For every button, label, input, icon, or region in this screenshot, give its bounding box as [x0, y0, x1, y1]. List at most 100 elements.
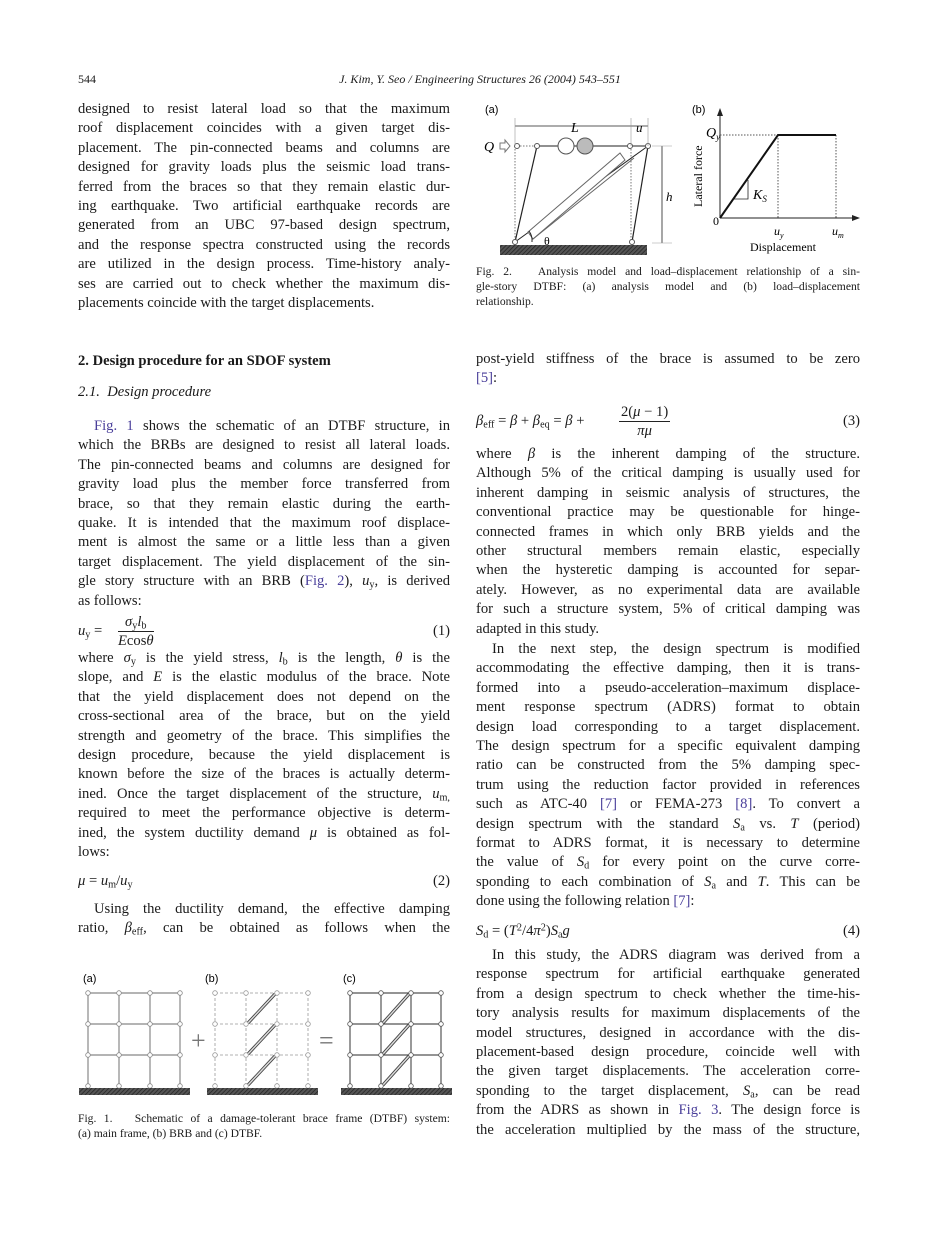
text-line: ferred from the braces so that they rema…: [78, 178, 450, 195]
subscript: eff: [131, 926, 144, 938]
text-line: model structures, designed in accordance…: [476, 1024, 860, 1041]
text-line: format to ADRS format, it is necessary t…: [476, 834, 860, 851]
text-line: Fig. 1 shows the schematic of an DTBF st…: [94, 418, 451, 434]
label-L: L: [570, 121, 579, 136]
text-line: sponding to the target displacement, Sa,…: [476, 1082, 860, 1101]
subscript: d: [483, 929, 489, 941]
text-line: ment is almost the same or a little less…: [78, 534, 450, 551]
text-line: cross-sectional area of the brace, but o…: [78, 708, 450, 725]
label-u: u: [636, 120, 643, 135]
equation-number: (2): [432, 873, 450, 889]
text-line: post-yield stiffness of the brace is ass…: [476, 351, 860, 367]
text-line: gle-story DTBF: (a) analysis model and (…: [476, 280, 860, 293]
figure-1: (a) (b) (c) + =: [79, 973, 452, 1095]
math-symbol: β: [509, 413, 518, 429]
text-line: target displacement. The yield displacem…: [78, 553, 450, 570]
numerator: σylb: [118, 613, 154, 632]
equation-4: Sd = (T2/4π2)Sag (4): [476, 923, 860, 943]
paragraph: In the next step, the design spectrum is…: [476, 640, 860, 911]
reference-link[interactable]: [7]: [673, 893, 691, 910]
reference-link[interactable]: [8]: [735, 796, 753, 813]
math-symbol: μ: [633, 404, 641, 420]
panel-label-b: (b): [692, 104, 705, 116]
math-symbol: E: [153, 669, 163, 686]
ground: [341, 1088, 452, 1095]
panel-label-c: (c): [343, 973, 356, 985]
text-line: Using the ductility demand, the effectiv…: [94, 901, 450, 917]
math-symbol: β: [476, 413, 484, 429]
text-line: other structural members remain elastic,…: [476, 542, 860, 559]
text-line: ined. Once the target displacement of th…: [78, 785, 450, 804]
subscript: y: [130, 656, 136, 668]
math-symbol: S: [476, 923, 484, 939]
label-uy: uy: [774, 224, 784, 240]
equation-3: βeff = β + βeq = β + 2(μ − 1) πμ (3): [476, 403, 860, 443]
text-line: where β is the inherent damping of the s…: [476, 446, 860, 462]
reference-link[interactable]: Fig. 3: [678, 1102, 719, 1119]
panel-label-b: (b): [205, 973, 218, 985]
subscript: y: [132, 620, 138, 632]
text-line: slope, and E is the elastic modulus of t…: [78, 669, 450, 686]
text-line: inherent damping in seismic analysis of …: [476, 484, 860, 501]
equation-lhs: βeff = β + βeq = β +: [476, 413, 585, 431]
text-line: connected frames in which only BRB yield…: [476, 523, 860, 540]
text-line: design spectrum with the standard Sa vs.…: [476, 815, 860, 834]
text-line: conventional practice may be questionabl…: [476, 504, 860, 521]
text-line: formed into a pseudo-acceleration–maximu…: [476, 679, 860, 696]
text-line: for such a structure system, 5% of criti…: [476, 601, 860, 618]
label-h: h: [666, 189, 673, 204]
text-line: which the BRBs are designed to resist al…: [78, 437, 450, 454]
reference-link[interactable]: [5]: [476, 370, 494, 387]
text-line: quake. It is intended that the maximum r…: [78, 514, 450, 531]
superscript: 2: [516, 922, 523, 934]
label-um: um: [832, 224, 844, 240]
equals-sign: =: [319, 1026, 334, 1055]
reference-link[interactable]: Fig. 1: [94, 418, 134, 434]
math-symbol: S: [576, 854, 585, 871]
math-symbol: β: [565, 413, 573, 429]
math-symbol: u: [432, 785, 440, 802]
text-line: the value of Sd for every point on the c…: [476, 854, 860, 872]
equation-lhs: uy =: [78, 623, 103, 641]
reference-link[interactable]: Fig. 2: [304, 573, 345, 590]
text-line: The design spectrum for a specific equiv…: [476, 737, 860, 754]
text-line: ratio can be constructed from the 5% dam…: [476, 757, 860, 774]
math-symbol: T: [757, 873, 766, 890]
text-line: gravity load plus the member force trans…: [78, 476, 450, 493]
text-line: generated from an UBC 97-based design sp…: [78, 217, 450, 234]
text-line: The pin-connected beams and columns are …: [78, 456, 450, 473]
math-symbol: S: [704, 873, 712, 890]
subscript: a: [557, 929, 563, 941]
text-line: lows:: [78, 843, 110, 860]
math-symbol: u: [78, 623, 86, 639]
equation-number: (1): [432, 623, 450, 639]
text-line: accommodating the effective damping, the…: [476, 660, 860, 677]
text-line: and the response spectra constructed usi…: [78, 236, 450, 253]
text-line: placement. The pin-connected beams and c…: [78, 139, 450, 156]
text-line: as follows:: [78, 592, 142, 609]
denominator: πμ: [619, 422, 670, 440]
ground: [207, 1088, 318, 1095]
math-symbol: β: [527, 446, 536, 462]
math-symbol: β: [124, 920, 132, 937]
denominator: Ecosθ: [118, 633, 154, 649]
math-symbol: σ: [125, 614, 133, 630]
load-arrow-icon: [499, 138, 511, 154]
superscript: 2: [540, 922, 546, 934]
reference-link[interactable]: [7]: [599, 796, 617, 813]
text-line: design load corresponding to a target di…: [476, 718, 860, 735]
paragraph: where σy is the yield stress, lb is the …: [78, 649, 450, 862]
text-line: ratio, βeff, can be obtained as follows …: [78, 920, 450, 938]
text-line: ment response spectrum (ADRS) format to …: [476, 699, 860, 716]
x-axis-label: Displacement: [750, 240, 817, 254]
text-line: Fig. 2. Analysis model and load–displace…: [476, 265, 860, 278]
paragraph: In this study, the ADRS diagram was deri…: [476, 945, 860, 1139]
plus-sign: +: [191, 1026, 206, 1055]
text-line: from the ADRS as shown in Fig. 3. The de…: [476, 1102, 861, 1119]
subscript: a: [711, 880, 716, 892]
text-line: ined, the system ductility demand μ is o…: [78, 824, 450, 841]
paragraph: Fig. 1 shows the schematic of an DTBF st…: [78, 417, 450, 611]
text-line: adapted in this study.: [476, 620, 600, 637]
text-line: known before the size of the braces is a…: [78, 766, 450, 783]
load-displacement-curve: [719, 134, 836, 219]
